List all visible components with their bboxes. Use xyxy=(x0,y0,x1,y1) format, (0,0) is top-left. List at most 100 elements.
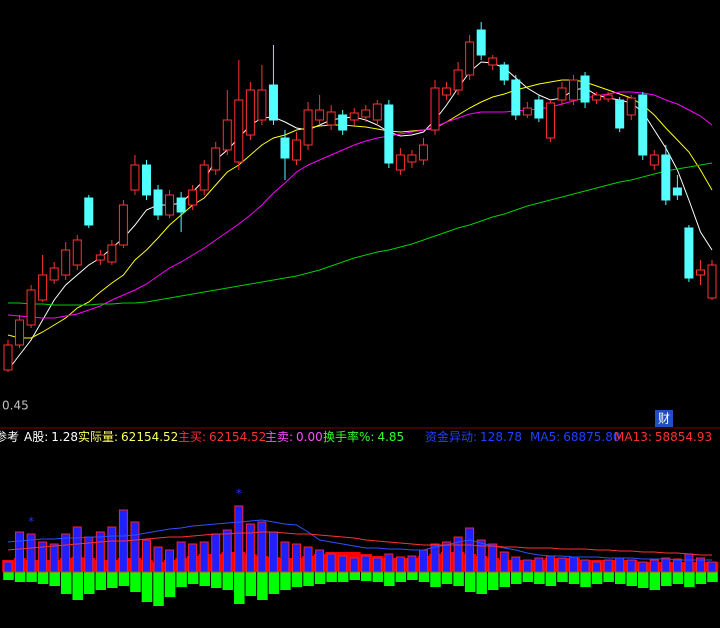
sell-bar xyxy=(164,572,176,597)
readout: 主卖: 0.00 xyxy=(265,430,323,444)
volume-bar xyxy=(38,541,48,573)
volume-bar xyxy=(234,505,244,573)
volume-bar xyxy=(476,539,486,573)
ma-line xyxy=(7,79,713,339)
volume-bar xyxy=(245,523,255,573)
volume-bar xyxy=(499,551,509,573)
volume-bar xyxy=(626,559,636,573)
volume-bar xyxy=(199,541,209,573)
sell-bar xyxy=(407,572,418,580)
ma-line xyxy=(7,519,712,561)
candle-body xyxy=(488,57,498,66)
candle-body xyxy=(349,112,359,121)
candle-body xyxy=(280,137,290,159)
volume-bar xyxy=(303,546,313,573)
volume-bar xyxy=(545,555,555,573)
volume-bar xyxy=(522,559,532,573)
candle-body xyxy=(15,319,25,346)
volume-bar xyxy=(280,541,290,573)
sell-bar xyxy=(637,572,649,588)
sell-bar xyxy=(49,572,60,586)
sell-bar xyxy=(268,572,280,594)
readout: MA13: 58854.93 xyxy=(614,430,712,444)
sell-bar xyxy=(534,572,545,584)
candle-body xyxy=(3,344,13,371)
star-marker: * xyxy=(28,515,34,529)
readout-value: 0.00 xyxy=(296,430,323,444)
volume-bar xyxy=(569,556,579,573)
sell-bar xyxy=(314,572,326,584)
candle-body xyxy=(234,99,244,163)
candle-body xyxy=(26,289,36,326)
sell-bar xyxy=(499,572,511,587)
sell-bar xyxy=(487,572,499,590)
sell-bar xyxy=(176,572,187,587)
sell-bar xyxy=(441,572,453,584)
volume-bar xyxy=(130,521,140,573)
candle-body xyxy=(626,97,636,116)
candle-body xyxy=(511,79,521,116)
readout-label: 参考 xyxy=(0,429,19,444)
candle-body xyxy=(569,79,579,101)
candle-body xyxy=(257,89,267,121)
readout-label: 资金异动: xyxy=(425,429,477,444)
readout: MA5: 68875.80 xyxy=(530,430,621,444)
volume-bar xyxy=(592,561,602,573)
sell-bar xyxy=(210,572,222,588)
badge: 财 xyxy=(658,412,670,426)
sell-bar xyxy=(257,572,268,600)
indicator-chart: ** xyxy=(2,487,719,606)
candle-body xyxy=(672,187,682,196)
volume-bar xyxy=(3,561,13,573)
candle-body xyxy=(211,147,221,171)
readout: 实际量: 62154.52 xyxy=(78,429,178,444)
volume-bar xyxy=(211,533,221,573)
ma-line xyxy=(8,162,713,306)
readout: 主买: 62154.52 xyxy=(178,430,266,444)
volume-bar xyxy=(395,556,405,573)
candle-body xyxy=(361,109,371,118)
sell-bar xyxy=(84,572,95,594)
sell-bar xyxy=(280,572,291,590)
candle-body xyxy=(49,267,59,281)
volume-bar xyxy=(315,549,325,573)
volume-bar xyxy=(153,546,163,573)
candle-body xyxy=(557,87,567,101)
candle-body xyxy=(338,114,348,131)
sell-bar xyxy=(222,572,234,590)
readout-value: 128.78 xyxy=(480,430,522,444)
readout: 参考 xyxy=(0,429,19,444)
sell-bar xyxy=(187,572,199,584)
volume-bar xyxy=(384,553,394,573)
candle-body xyxy=(245,89,255,136)
candle-body xyxy=(592,94,602,101)
volume-bar xyxy=(557,557,567,573)
readout-label: MA5: xyxy=(530,430,560,444)
sell-bar xyxy=(291,572,303,587)
candle-body xyxy=(442,87,452,96)
sell-bar xyxy=(130,572,141,592)
price-chart xyxy=(3,22,717,372)
volume-bar xyxy=(430,543,440,573)
candle-body xyxy=(684,227,694,279)
candle-body xyxy=(661,154,671,201)
candle-body xyxy=(268,84,278,121)
volume-bar xyxy=(141,539,151,573)
sell-bar xyxy=(522,572,534,582)
candle-body xyxy=(603,94,613,100)
sell-bar xyxy=(418,572,430,582)
readout-value: 4.85 xyxy=(377,430,404,444)
sell-bar xyxy=(464,572,476,592)
sell-bar xyxy=(661,572,672,586)
sell-bar xyxy=(199,572,210,586)
sell-bar xyxy=(337,572,349,582)
volume-bar xyxy=(349,557,359,573)
sell-bar xyxy=(26,572,37,582)
sell-bar xyxy=(14,572,26,582)
sell-bar xyxy=(707,572,718,582)
candle-body xyxy=(292,139,302,161)
candle-body xyxy=(326,111,336,126)
volume-bar xyxy=(268,531,278,573)
candle-body xyxy=(84,197,94,226)
